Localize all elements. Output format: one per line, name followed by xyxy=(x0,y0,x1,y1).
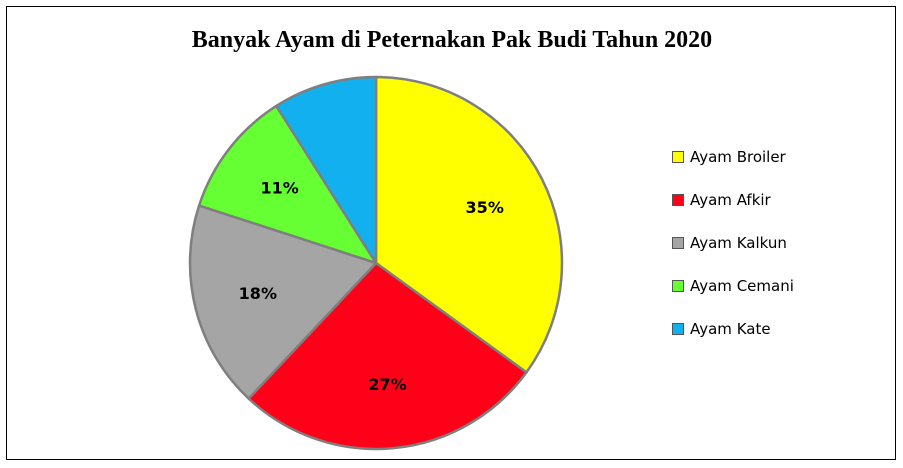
legend-item-ayam-kate: Ayam Kate xyxy=(672,307,794,350)
pie-slice-ayam-cemani xyxy=(197,104,378,265)
chart-legend: Ayam Broiler Ayam Afkir Ayam Kalkun Ayam… xyxy=(672,135,794,350)
data-label-ayam-broiler: 35% xyxy=(466,198,504,217)
legend-item-ayam-afkir: Ayam Afkir xyxy=(672,178,794,221)
pie-slice-ayam-kalkun xyxy=(188,204,378,400)
legend-label: Ayam Broiler xyxy=(690,147,786,166)
pie-slice-ayam-broiler xyxy=(374,75,564,374)
legend-swatch xyxy=(672,322,684,335)
chart-frame: Banyak Ayam di Peternakan Pak Budi Tahun… xyxy=(6,6,896,460)
pie-slice-ayam-afkir xyxy=(247,261,528,451)
data-label-ayam-kalkun: 18% xyxy=(239,284,277,303)
data-label-ayam-cemani: 11% xyxy=(260,179,298,198)
legend-label: Ayam Kate xyxy=(690,319,771,338)
pie-chart: 35% 27% 18% 11% xyxy=(188,75,564,451)
legend-swatch xyxy=(672,279,684,292)
pie-data-labels: 35% 27% 18% 11% xyxy=(239,179,504,394)
chart-title: Banyak Ayam di Peternakan Pak Budi Tahun… xyxy=(191,27,713,53)
data-label-ayam-afkir: 27% xyxy=(368,375,406,394)
legend-item-ayam-broiler: Ayam Broiler xyxy=(672,135,794,178)
legend-label: Ayam Cemani xyxy=(690,276,794,295)
legend-label: Ayam Afkir xyxy=(690,190,771,209)
legend-swatch xyxy=(672,150,684,163)
legend-item-ayam-kalkun: Ayam Kalkun xyxy=(672,221,794,264)
legend-swatch xyxy=(672,236,684,249)
pie-slice-ayam-kate xyxy=(275,75,378,265)
legend-label: Ayam Kalkun xyxy=(690,233,787,252)
legend-item-ayam-cemani: Ayam Cemani xyxy=(672,264,794,307)
pie-slices xyxy=(188,75,564,451)
legend-swatch xyxy=(672,193,684,206)
